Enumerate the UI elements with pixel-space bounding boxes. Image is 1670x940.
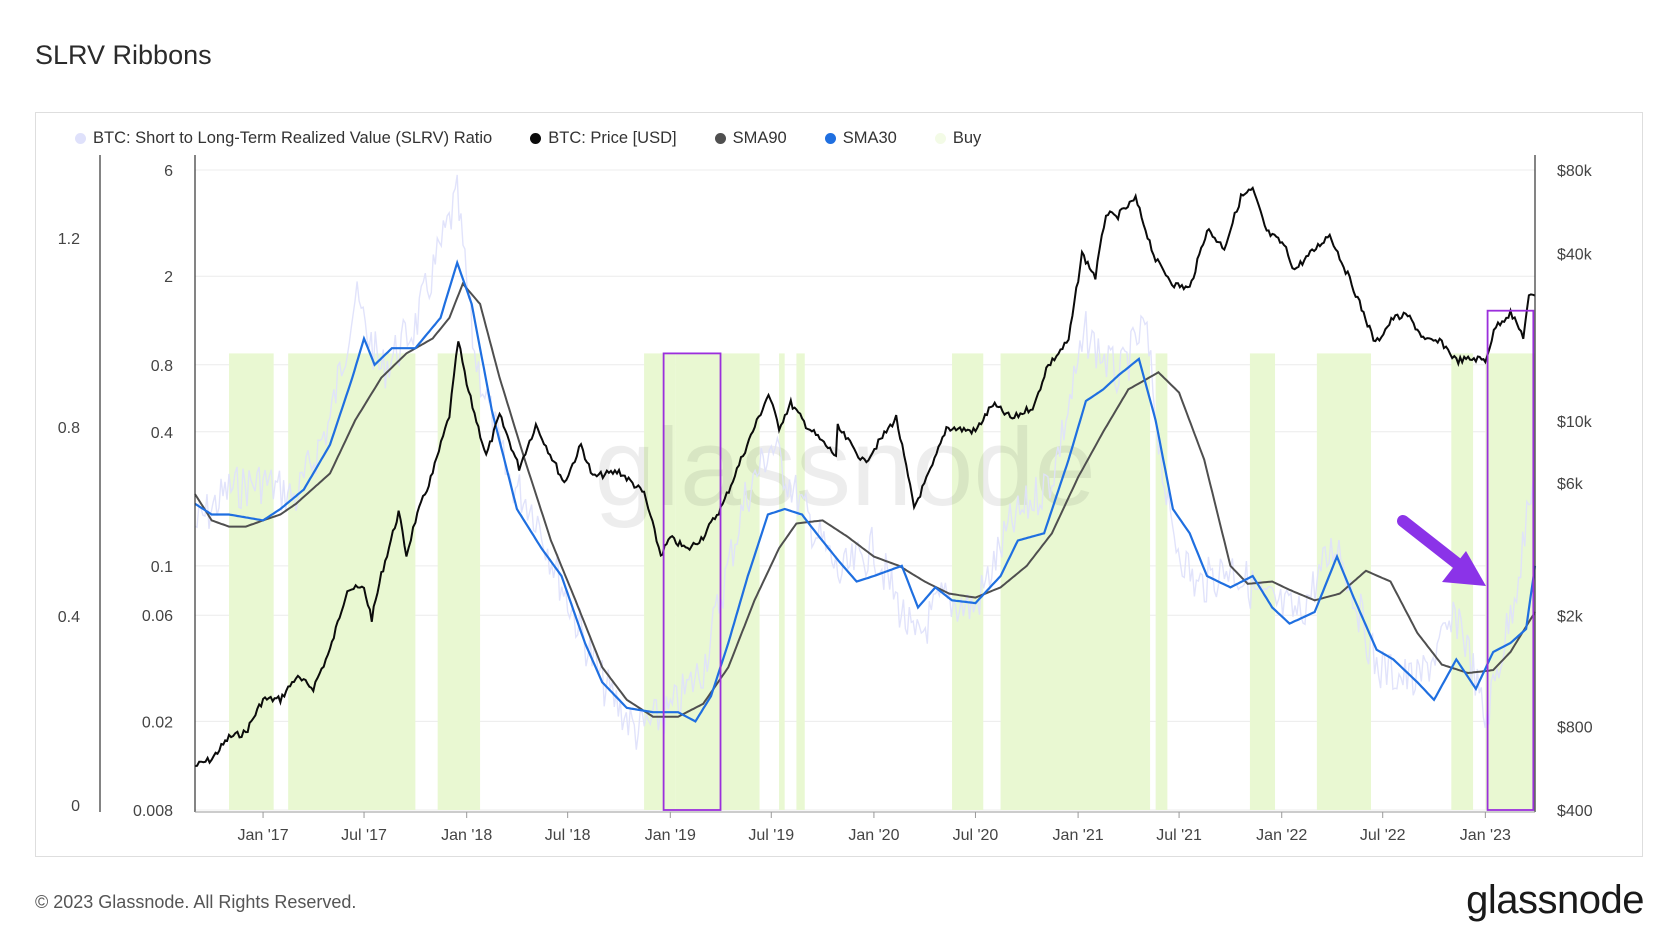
buy-period-2 <box>437 353 481 810</box>
inner-left-tick-1: 2 <box>164 269 173 286</box>
outer-left-tick-2: 0.4 <box>58 609 80 626</box>
highlight-box-1 <box>1486 309 1535 811</box>
legend-dot-price <box>530 133 542 144</box>
copyright-text: © 2023 Glassnode. All Rights Reserved. <box>35 892 357 912</box>
legend-dot-slrv <box>75 133 86 144</box>
slrv-ribbons-chart: glassnode 1.2 0.8 0.4 0 6 2 0.8 0.4 0.1 0.06 0.02 0.… <box>58 155 1593 844</box>
buy-period-11 <box>1316 353 1371 810</box>
inner-left-tick-4: 0.1 <box>151 559 173 576</box>
right-tick-1: $40k <box>1557 247 1593 264</box>
x-tick-1: Jul '17 <box>341 827 387 844</box>
inner-left-tick-5: 0.06 <box>142 608 173 625</box>
x-tick-4: Jan '19 <box>645 827 696 844</box>
legend-label-slrv: BTC: Short to Long-Term Realized Value (… <box>93 129 493 147</box>
right-tick-2: $10k <box>1557 414 1593 431</box>
x-tick-3: Jul '18 <box>545 827 591 844</box>
watermark-text: glassnode <box>594 406 1096 529</box>
legend-item-slrv[interactable]: BTC: Short to Long-Term Realized Value (… <box>75 129 492 148</box>
buy-period-3 <box>644 353 676 810</box>
inner-left-tick-6: 0.02 <box>142 714 173 731</box>
x-tick-0: Jan '17 <box>238 827 289 844</box>
buy-period-9 <box>1155 353 1168 810</box>
series-slrv-line <box>194 174 1536 750</box>
buy-period-13 <box>1485 353 1535 810</box>
x-tick-7: Jul '20 <box>953 827 999 844</box>
legend-label-sma90: SMA90 <box>732 129 787 147</box>
buy-period-6 <box>796 353 805 810</box>
legend-item-sma90[interactable]: SMA90 <box>714 129 787 148</box>
right-tick-6: $400 <box>1557 803 1593 820</box>
brand-logo-text: glassnode <box>1466 878 1644 922</box>
buy-period-8 <box>1000 353 1151 810</box>
series-price-line <box>194 186 1536 768</box>
legend-dot-sma90 <box>714 133 726 144</box>
inner-left-tick-3: 0.4 <box>151 425 173 442</box>
buy-period-5 <box>779 353 785 810</box>
chart-frame <box>35 112 1643 857</box>
legend-label-buy: Buy <box>952 129 982 147</box>
page-title: SLRV Ribbons <box>35 40 212 70</box>
x-tick-5: Jul '19 <box>748 827 794 844</box>
outer-left-tick-0: 1.2 <box>58 231 80 248</box>
inner-left-tick-0: 6 <box>164 163 173 180</box>
x-tick-10: Jan '22 <box>1256 827 1307 844</box>
legend-item-price[interactable]: BTC: Price [USD] <box>530 129 677 148</box>
legend-label-price: BTC: Price [USD] <box>548 129 677 147</box>
outer-left-tick-1: 0.8 <box>58 420 80 437</box>
highlight-box-0 <box>662 352 722 811</box>
right-tick-5: $800 <box>1557 719 1593 736</box>
x-tick-9: Jul '21 <box>1156 827 1202 844</box>
annotation-arrow-head <box>1442 551 1486 586</box>
inner-left-tick-2: 0.8 <box>151 358 173 375</box>
x-tick-8: Jan '21 <box>1053 827 1104 844</box>
inner-left-tick-7: 0.008 <box>133 803 173 820</box>
legend-item-buy[interactable]: Buy <box>934 129 982 148</box>
right-tick-3: $6k <box>1557 476 1584 493</box>
buy-period-1 <box>288 353 416 810</box>
x-tick-12: Jan '23 <box>1460 827 1511 844</box>
x-tick-6: Jan '20 <box>848 827 899 844</box>
x-tick-11: Jul '22 <box>1360 827 1406 844</box>
right-tick-0: $80k <box>1557 163 1593 180</box>
legend-dot-buy <box>934 133 946 144</box>
legend-label-sma30: SMA30 <box>842 129 897 147</box>
legend-dot-sma30 <box>824 133 836 144</box>
outer-left-tick-3: 0 <box>71 798 80 815</box>
buy-period-0 <box>229 353 274 810</box>
legend-item-sma30[interactable]: SMA30 <box>824 129 897 148</box>
x-tick-2: Jan '18 <box>441 827 492 844</box>
right-tick-4: $2k <box>1557 609 1584 626</box>
series-sma30-line <box>194 259 1537 723</box>
chart-legend: BTC: Short to Long-Term Realized Value (… <box>75 129 1019 148</box>
